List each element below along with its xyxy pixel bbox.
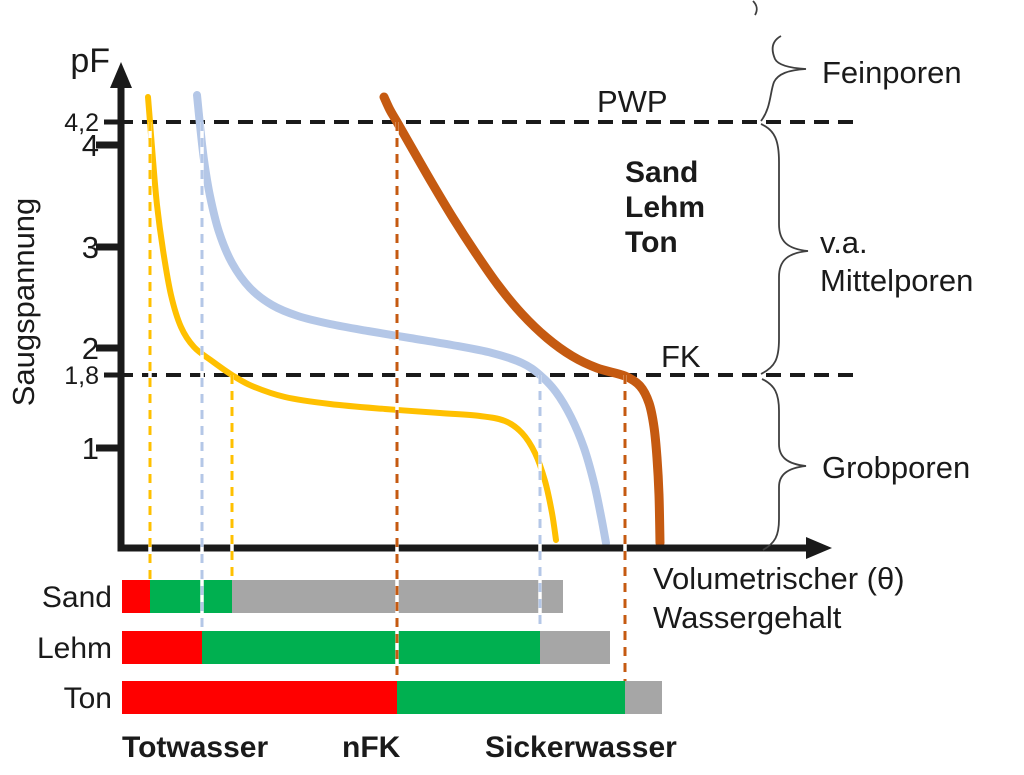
curve-legend: Sand Lehm Ton [625,156,705,259]
axes [110,62,832,559]
y-axis-unit-label: pF [70,42,110,80]
bar-lehm-segment-2 [540,631,610,664]
bar-row-label-sand: Sand [42,581,112,614]
legend-lehm: Lehm [625,191,705,224]
x-axis-arrow-icon [806,537,832,559]
legend-totwasser: Totwasser [122,731,268,764]
mittelporen-label-line1: v.a. [820,225,868,260]
bar-row-label-lehm: Lehm [37,632,112,665]
y-axis-ticks: 4,24 3 21,8 1 [64,109,121,466]
bar-sand-segment-1 [150,580,232,613]
bar-ton-segment-0 [122,681,397,714]
bar-lehm-segment-1 [202,631,540,664]
fk-label: FK [661,339,701,374]
y-axis-arrow-icon [110,62,132,88]
y-tick-label-3: 3 [82,230,99,265]
bar-sand-segment-0 [122,580,150,613]
brace-grobporen [761,378,807,551]
legend-ton: Ton [625,226,678,259]
grobporen-label: Grobporen [822,450,970,485]
brace-top-stub [752,0,758,16]
x-axis-title-line1: Volumetrischer (θ) [653,561,905,596]
bar-row-label-ton: Ton [64,682,112,715]
y-tick-label-1: 1 [82,431,99,466]
pore-braces [752,0,809,551]
y-tick-label-4: 4 [82,128,99,163]
reference-dashed-lines [118,120,853,377]
pwp-label: PWP [597,84,668,119]
curve-ton [379,92,665,548]
y-axis-title: Saugspannung [6,198,41,407]
curve-lehm [193,91,610,547]
feinporen-label: Feinporen [822,55,962,90]
water-fraction-legend: Totwasser nFK Sickerwasser [122,731,677,764]
curve-sand [145,94,559,543]
x-axis-title-line2: Wassergehalt [653,600,842,635]
y-tick-label-2: 2 [82,331,99,366]
bar-lehm-segment-0 [122,631,202,664]
bar-ton-segment-2 [625,681,662,714]
brace-mittelporen [760,123,809,375]
legend-sickerwasser: Sickerwasser [485,731,677,764]
bar-ton-segment-1 [397,681,625,714]
mittelporen-label-line2: Mittelporen [820,263,973,298]
drop-lines [148,122,627,681]
legend-sand: Sand [625,156,698,189]
legend-nfk: nFK [342,731,401,764]
retention-curves [145,91,665,548]
y-tick-label-1,8: 1,8 [64,362,99,390]
brace-feinporen [760,35,807,122]
y-tick-label-4,2: 4,2 [64,109,99,137]
